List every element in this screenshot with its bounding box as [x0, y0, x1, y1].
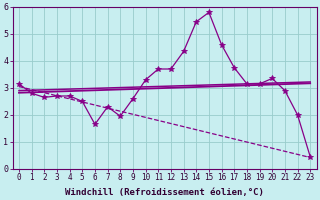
X-axis label: Windchill (Refroidissement éolien,°C): Windchill (Refroidissement éolien,°C)	[65, 188, 264, 197]
